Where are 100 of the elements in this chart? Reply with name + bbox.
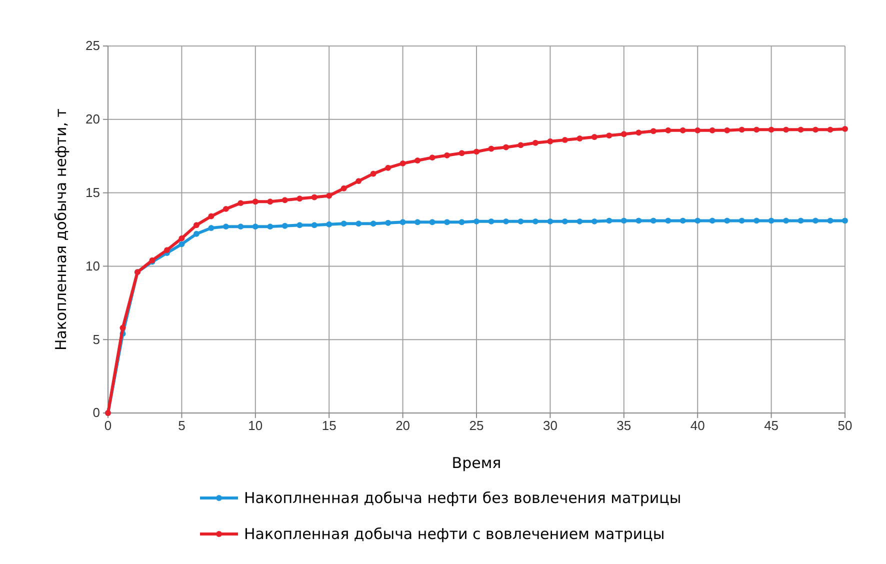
x-tick-label: 50 (838, 418, 852, 434)
point (488, 146, 494, 152)
x-tick-label: 35 (616, 418, 632, 434)
point (680, 218, 686, 224)
point (576, 218, 583, 224)
point (400, 160, 406, 166)
x-tick-label: 40 (690, 418, 705, 434)
point (326, 192, 332, 199)
point (562, 136, 568, 143)
point (532, 218, 538, 224)
point (311, 222, 318, 228)
y-axis-title: Накопленная добыча нефти, т (52, 108, 70, 351)
point (576, 136, 583, 142)
x-tick-label: 30 (542, 418, 558, 434)
y-tick-label: 10 (86, 258, 100, 274)
point (120, 324, 126, 331)
point (458, 219, 465, 226)
x-tick-label: 5 (178, 418, 186, 434)
point (768, 218, 774, 224)
point (296, 222, 303, 228)
point (340, 185, 347, 192)
point (356, 178, 362, 184)
point (252, 198, 258, 205)
point (798, 126, 804, 133)
x-tick-label: 45 (764, 418, 779, 434)
point (591, 134, 598, 140)
point (547, 218, 554, 224)
point (208, 213, 214, 220)
point (385, 164, 392, 171)
point (178, 241, 185, 248)
point (518, 218, 524, 224)
point (238, 224, 244, 230)
point (222, 224, 229, 230)
x-axis-title: Время (452, 454, 502, 472)
point (591, 218, 598, 224)
point (783, 126, 790, 133)
point (296, 196, 303, 202)
point (502, 218, 509, 224)
point (458, 150, 465, 156)
point (311, 194, 318, 200)
y-tick-label: 20 (86, 112, 100, 127)
point (783, 218, 790, 224)
point (326, 221, 332, 228)
point (827, 126, 834, 133)
point (370, 220, 376, 227)
point (178, 235, 185, 242)
point (267, 198, 274, 205)
point (754, 126, 760, 133)
point (444, 152, 450, 158)
point (429, 219, 436, 226)
legend-label: Накоплненная добыча нефти без вовлечения матрицы (244, 489, 682, 507)
x-tick-label: 25 (469, 418, 484, 434)
point (164, 247, 170, 254)
point (694, 127, 701, 134)
point (842, 126, 848, 132)
point (414, 158, 421, 164)
point (606, 132, 612, 139)
point (474, 218, 480, 224)
point (252, 224, 258, 230)
point (488, 218, 494, 224)
point (620, 218, 627, 224)
point (282, 222, 288, 229)
point (768, 126, 774, 133)
y-tick-label: 25 (86, 38, 100, 54)
point (650, 128, 656, 134)
point (547, 138, 554, 144)
point (709, 218, 716, 224)
point (370, 170, 376, 177)
point (798, 218, 804, 224)
point (738, 218, 745, 224)
point (665, 218, 672, 224)
point (738, 126, 745, 133)
point (208, 225, 214, 232)
y-tick-label: 5 (92, 332, 100, 347)
point (709, 127, 716, 134)
x-tick-label: 0 (104, 418, 112, 434)
point (694, 218, 701, 224)
point (812, 126, 819, 133)
point (414, 219, 421, 226)
legend-label: Накопленная добыча нефти с вовлечением матрицы (244, 525, 665, 543)
point (193, 230, 200, 237)
point (444, 219, 450, 226)
point (356, 220, 362, 227)
point (606, 218, 612, 224)
point (636, 218, 642, 224)
point (827, 218, 834, 224)
point (267, 224, 274, 230)
point (680, 127, 686, 134)
point (429, 154, 436, 161)
point (385, 220, 392, 226)
point (620, 131, 627, 138)
point (474, 148, 480, 155)
point (754, 218, 760, 224)
point (518, 142, 524, 148)
point (724, 218, 730, 224)
point (842, 218, 848, 224)
point (650, 218, 656, 224)
x-tick-label: 20 (396, 418, 410, 434)
x-tick-label: 10 (248, 418, 263, 434)
point (193, 222, 200, 228)
